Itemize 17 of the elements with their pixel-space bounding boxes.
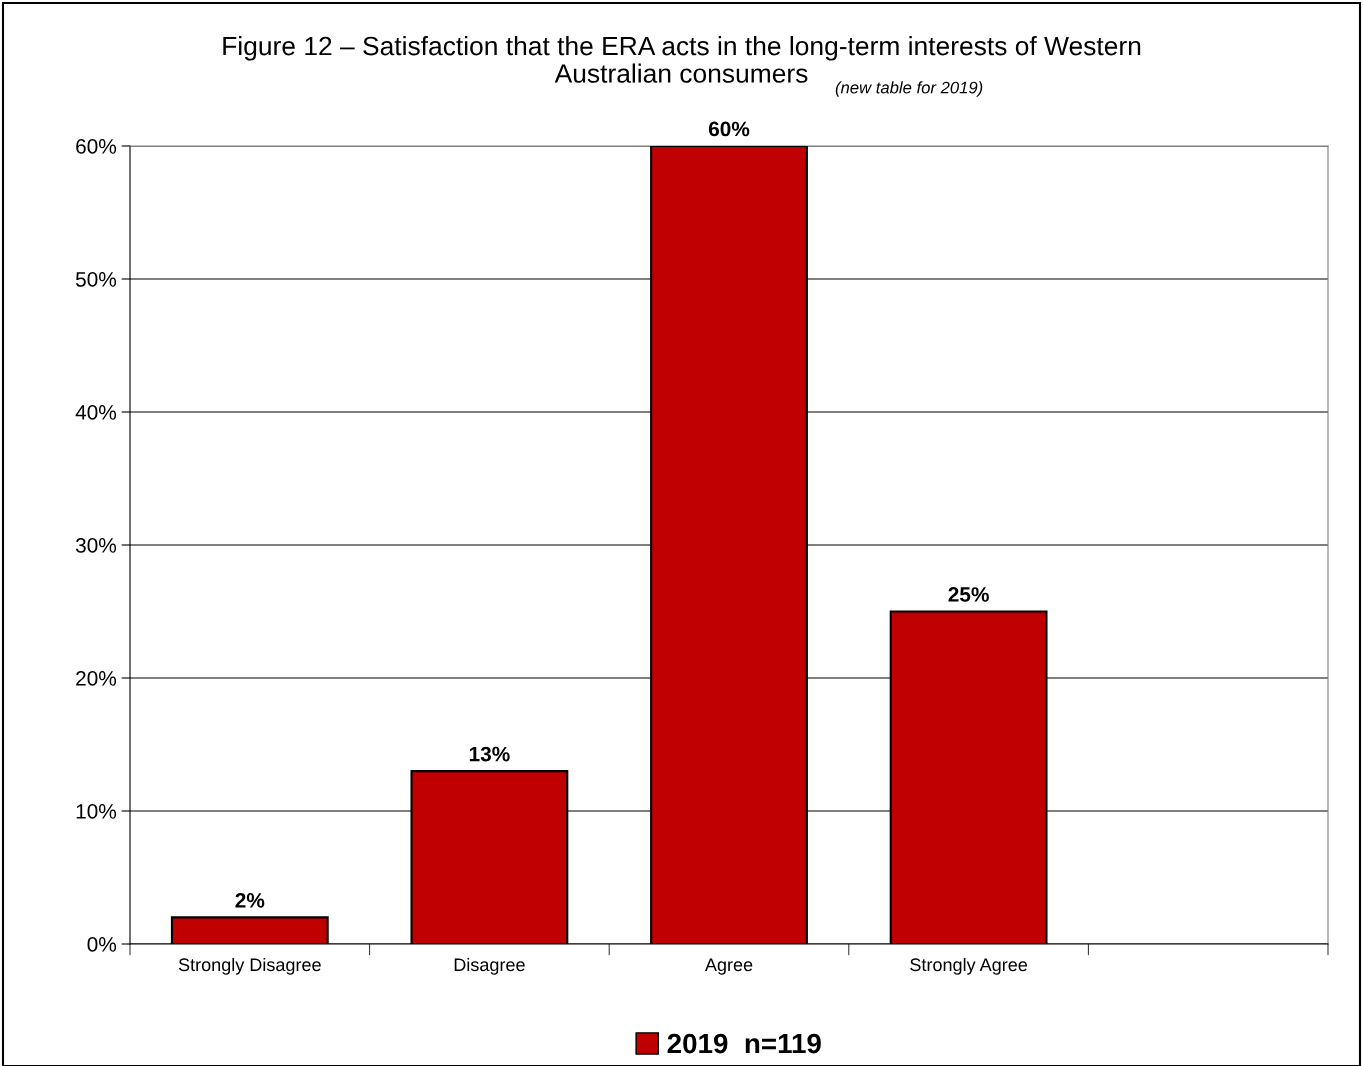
text: 25%: [948, 587, 989, 602]
legend-label: 2019 n=119: [667, 1033, 821, 1054]
y-tick-label: 10%: [76, 804, 117, 819]
y-tick-label: 50%: [75, 272, 117, 287]
y-tick-label: 30%: [75, 538, 117, 553]
text: 60%: [708, 121, 750, 137]
y-tick-label: 0%: [87, 937, 117, 952]
text: 2%: [235, 892, 265, 908]
x-tick-label: Strongly Disagree: [178, 957, 321, 975]
y-tick-label: 20%: [76, 671, 117, 686]
y-tick-label: 60%: [76, 139, 117, 154]
x-tick-label: Strongly Agree: [910, 957, 1028, 975]
chart-subtitle: (new table for 2019): [835, 81, 983, 97]
y-tick-label: 40%: [75, 405, 117, 420]
x-tick-label: Agree: [704, 958, 753, 975]
x-tick-label: Disagree: [454, 957, 525, 975]
text: 13%: [469, 746, 510, 762]
